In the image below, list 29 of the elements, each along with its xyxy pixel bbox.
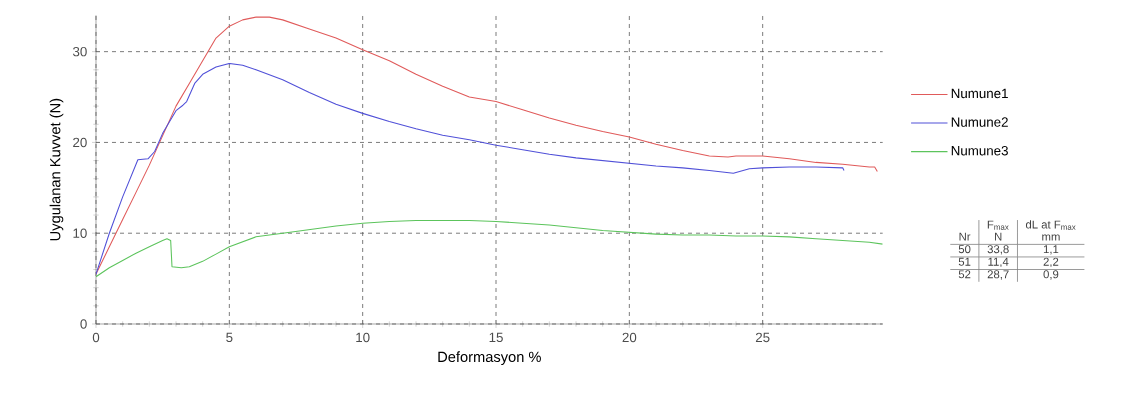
text: 52 <box>958 270 971 279</box>
text: N <box>995 232 1002 241</box>
x-tick-label: 0 <box>92 332 100 343</box>
text: 50 <box>958 245 971 254</box>
text: dL at F$_{max}$ <box>1025 220 1076 230</box>
text: 11,4 <box>988 257 1009 268</box>
text: 28,7 <box>987 270 1009 280</box>
y-tick-label: 0 <box>80 319 87 329</box>
legend-label: Numune1 <box>951 88 1008 99</box>
text: 1,1 <box>1043 245 1059 255</box>
text: 2,2 <box>1043 257 1059 268</box>
text: F$_{max}$ <box>987 220 1009 230</box>
y-tick-label: 10 <box>73 228 87 238</box>
x-axis-title: Deformasyon % <box>438 351 541 365</box>
x-tick-label: 10 <box>356 332 370 343</box>
x-tick-label: 15 <box>489 332 503 343</box>
y-axis-title: Uygulanan Kuvvet (N) <box>49 98 64 241</box>
legend-label: Numune3 <box>951 145 1008 156</box>
x-tick-label: 25 <box>755 332 770 343</box>
text: mm <box>1042 234 1060 241</box>
y-tick-label: 30 <box>72 46 87 57</box>
text: 33,8 <box>987 245 1009 255</box>
text: 51 <box>958 257 971 266</box>
x-tick-label: 20 <box>622 332 637 343</box>
y-tick-label: 20 <box>73 137 87 148</box>
text: Nr <box>959 232 971 241</box>
x-tick-label: 5 <box>226 332 233 343</box>
legend-label: Numune2 <box>951 117 1008 127</box>
text: 0,9 <box>1043 270 1059 280</box>
